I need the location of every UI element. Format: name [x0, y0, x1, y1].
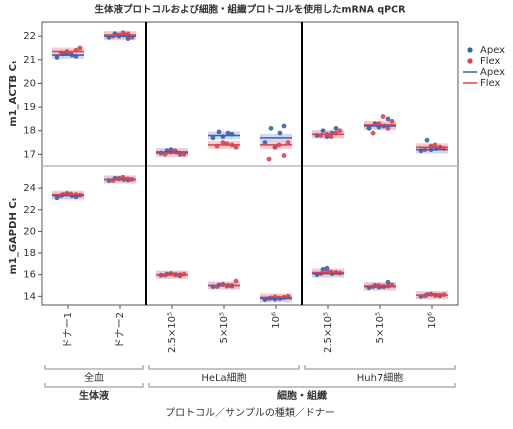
data-point	[333, 125, 339, 131]
x-tick-label: 2.5×10⁵	[323, 312, 334, 353]
data-point	[233, 278, 239, 284]
supergroup-label: 細胞・組織	[277, 389, 327, 402]
data-point	[54, 55, 60, 60]
y-tick-label: 20	[23, 226, 36, 237]
data-point	[54, 195, 60, 201]
y-tick-label: 21	[23, 55, 36, 66]
y-tick-label: 14	[23, 291, 36, 302]
supergroup-bracket	[148, 383, 456, 388]
y-tick-label: 22	[23, 31, 36, 42]
y-tick-label: 19	[23, 102, 36, 113]
group-bracket	[148, 365, 300, 370]
x-tick-label: 10⁶	[271, 312, 282, 329]
data-point	[210, 135, 216, 141]
data-point	[281, 123, 287, 129]
data-point	[380, 114, 386, 119]
y-tick-label: 18	[23, 126, 36, 137]
y-tick-label: 17	[23, 149, 36, 160]
data-point	[120, 174, 126, 180]
data-point	[320, 266, 326, 272]
x-tick-label: 2.5×10⁵	[167, 312, 178, 353]
data-point	[262, 140, 268, 145]
data-point	[328, 134, 334, 140]
data-point	[77, 45, 83, 51]
group-label: Huh7細胞	[357, 371, 404, 384]
x-tick-label: ドナー1	[62, 312, 74, 348]
data-point	[233, 144, 239, 150]
y-axis-title: m1_ACTB Cₜ	[8, 60, 19, 127]
legend-label: Flex	[480, 56, 501, 67]
data-point	[216, 129, 222, 135]
data-point	[424, 137, 430, 143]
group-label: HeLa細胞	[201, 371, 246, 384]
data-point	[277, 130, 283, 136]
legend-label: Flex	[480, 78, 501, 89]
data-point	[225, 130, 231, 136]
data-point	[385, 125, 391, 131]
x-tick-label: ドナー2	[114, 312, 126, 348]
group-bracket	[44, 365, 144, 370]
legend-label: Apex	[480, 45, 505, 56]
y-tick-label: 20	[23, 78, 36, 89]
data-point	[272, 144, 278, 150]
legend-marker	[467, 58, 473, 64]
y-tick-label: 16	[23, 270, 36, 281]
x-tick-label: 5×10⁵	[375, 312, 386, 343]
data-point	[285, 140, 291, 145]
legend-label: Apex	[480, 67, 505, 78]
data-point	[366, 125, 372, 131]
data-point	[432, 142, 438, 148]
data-point	[370, 130, 376, 136]
data-point	[337, 128, 343, 134]
supergroup-bracket	[44, 383, 144, 388]
data-point	[385, 116, 391, 122]
x-tick-label: 5×10⁵	[219, 312, 230, 343]
group-label: 全血	[84, 371, 104, 384]
plot-frame	[41, 21, 459, 306]
chart-title: 生体液プロトコルおよび細胞・組織プロトコルを使用したmRNA qPCR	[95, 4, 407, 16]
supergroup-label: 生体液	[79, 389, 109, 402]
x-tick-label: 10⁶	[427, 312, 438, 329]
data-point	[220, 140, 226, 145]
legend-marker	[467, 47, 473, 53]
data-point	[125, 36, 131, 41]
y-axis-title: m1_GAPDH Cₜ	[8, 197, 19, 274]
data-point	[320, 128, 326, 134]
data-point	[389, 118, 395, 124]
x-axis-title: プロトコル／サンプルの種類／ドナー	[165, 406, 335, 419]
data-point	[266, 156, 272, 162]
y-tick-label: 24	[23, 183, 36, 194]
data-point	[268, 125, 274, 131]
y-tick-label: 18	[23, 248, 36, 259]
data-point	[120, 30, 126, 36]
y-tick-label: 22	[23, 205, 36, 216]
data-point	[281, 153, 287, 158]
data-point	[385, 279, 391, 285]
group-bracket	[304, 365, 456, 370]
